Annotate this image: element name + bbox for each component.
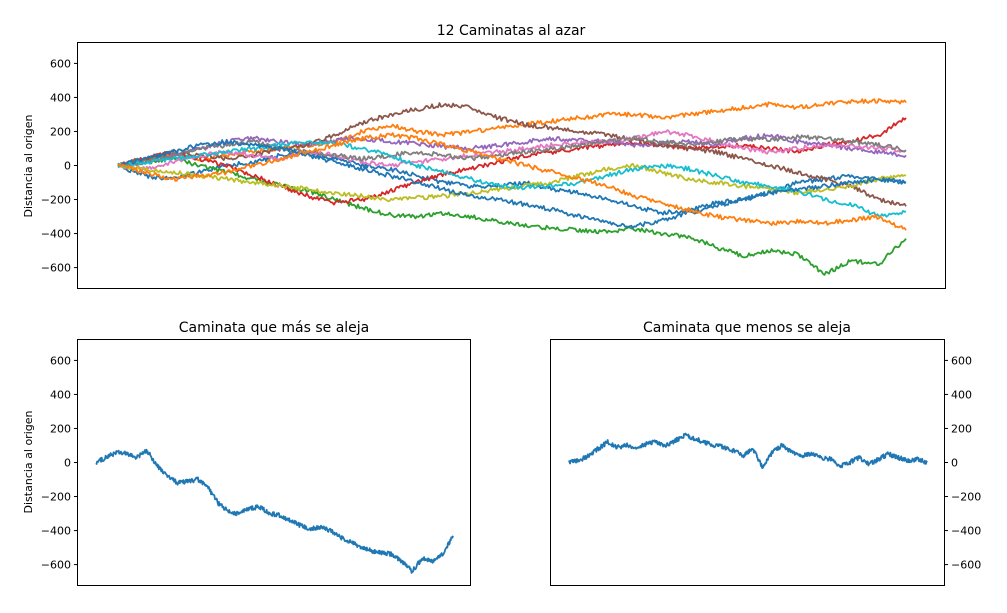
y-tick-label: 0 <box>64 160 71 173</box>
y-tick-label: 400 <box>50 91 71 104</box>
walk-series-line <box>117 98 907 168</box>
y-tick-label: −400 <box>41 525 71 538</box>
y-tick-label: 400 <box>951 388 972 401</box>
bottom-right-chart-frame <box>550 339 945 586</box>
walk-series-line <box>568 432 928 470</box>
y-tick-label: 0 <box>951 457 958 470</box>
walk-series-line <box>95 448 454 574</box>
y-tick-label: −600 <box>41 559 71 572</box>
bottom-left-chart-ylabel: Distancia al origen <box>22 411 35 514</box>
bottom-left-chart-title: Caminata que más se aleja <box>179 320 370 336</box>
bottom-right-chart-series <box>568 432 928 470</box>
y-tick-label: 0 <box>64 457 71 470</box>
y-tick-label: −200 <box>41 491 71 504</box>
top-chart-ylabel: Distancia al origen <box>22 115 35 218</box>
top-chart-title: 12 Caminatas al azar <box>437 23 586 39</box>
y-tick-label: −600 <box>951 559 981 572</box>
y-tick-label: 600 <box>50 354 71 367</box>
bottom-right-chart-title: Caminata que menos se aleja <box>643 320 851 336</box>
bottom-right-chart: Caminata que menos se aleja −600 −400 −200… <box>550 320 981 586</box>
y-tick-label: −600 <box>41 262 71 275</box>
walk-series-line <box>117 132 907 231</box>
walk-series-line <box>117 138 907 229</box>
bottom-left-chart-y-axis: −600 −400 −200 0 200 400 600 <box>41 354 78 572</box>
bottom-left-chart-series <box>95 448 454 574</box>
top-chart-y-axis: −600 −400 −200 0 200 400 600 <box>41 57 78 275</box>
y-tick-label: −400 <box>41 228 71 241</box>
y-tick-label: −400 <box>951 525 981 538</box>
y-tick-label: 200 <box>50 125 71 138</box>
y-tick-label: 400 <box>50 388 71 401</box>
top-chart-series <box>117 98 907 276</box>
bottom-left-chart: Caminata que más se aleja Distancia al o… <box>22 320 471 586</box>
walk-series-line <box>117 134 907 168</box>
top-chart: 12 Caminatas al azar Distancia al origen… <box>22 23 946 289</box>
y-tick-label: 600 <box>951 354 972 367</box>
walk-series-line <box>117 139 907 218</box>
y-tick-label: 200 <box>951 422 972 435</box>
bottom-left-chart-frame <box>77 339 471 586</box>
bottom-right-chart-y-axis: −600 −400 −200 0 200 400 600 <box>944 354 981 572</box>
top-chart-frame <box>77 42 946 289</box>
y-tick-label: −200 <box>41 194 71 207</box>
y-tick-label: −200 <box>951 491 981 504</box>
y-tick-label: 600 <box>50 57 71 70</box>
y-tick-label: 200 <box>50 422 71 435</box>
walk-series-line <box>117 155 907 276</box>
